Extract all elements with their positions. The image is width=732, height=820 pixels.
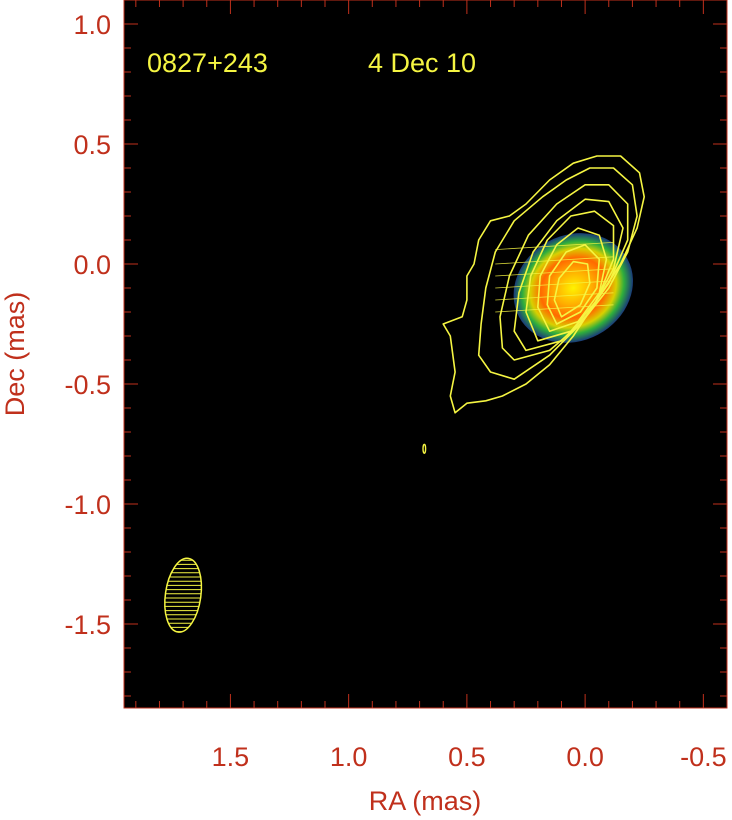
beam-outline bbox=[164, 557, 203, 633]
contour-level-6 bbox=[537, 227, 608, 332]
y-axis: 1.0 0.5 0.0 -0.5 -1.0 -1.5 bbox=[64, 0, 727, 697]
epoch-label: 4 Dec 10 bbox=[368, 48, 476, 78]
contour-lines bbox=[442, 155, 645, 414]
contour-hatching bbox=[495, 242, 614, 313]
y-tick-label: 0.0 bbox=[73, 250, 111, 280]
y-tick-label: -1.0 bbox=[64, 490, 111, 520]
isolated-component bbox=[422, 443, 427, 454]
x-tick-label: 0.0 bbox=[566, 742, 604, 772]
x-tick-label: -0.5 bbox=[680, 742, 727, 772]
y-tick-label: -0.5 bbox=[64, 370, 111, 400]
contour-level-5 bbox=[525, 210, 615, 342]
hatch-line bbox=[495, 268, 614, 277]
hatch-line bbox=[495, 304, 614, 313]
x-tick-label: 1.5 bbox=[212, 742, 250, 772]
plot-background bbox=[124, 0, 727, 708]
x-tick-label: 0.5 bbox=[448, 742, 486, 772]
source-name-label: 0827+243 bbox=[147, 48, 268, 78]
contour-level-7 bbox=[546, 244, 601, 325]
x-axis: 1.5 1.0 0.5 0.0 -0.5 bbox=[135, 0, 728, 772]
plot-frame bbox=[123, 0, 728, 709]
x-axis-title: RA (mas) bbox=[369, 786, 482, 816]
hatch-line bbox=[495, 280, 614, 289]
hatch-line bbox=[495, 292, 614, 301]
contour-level-1 bbox=[442, 155, 645, 414]
hatch-line bbox=[495, 242, 614, 250]
x-tick-label: 1.0 bbox=[330, 742, 368, 772]
y-tick-label: 0.5 bbox=[73, 130, 111, 160]
hatch-line bbox=[495, 256, 614, 265]
brightness-core bbox=[513, 233, 633, 343]
y-tick-label: 1.0 bbox=[73, 10, 111, 40]
y-axis-title: Dec (mas) bbox=[0, 292, 30, 417]
contour-level-4 bbox=[513, 198, 624, 352]
y-tick-label: -1.5 bbox=[64, 610, 111, 640]
